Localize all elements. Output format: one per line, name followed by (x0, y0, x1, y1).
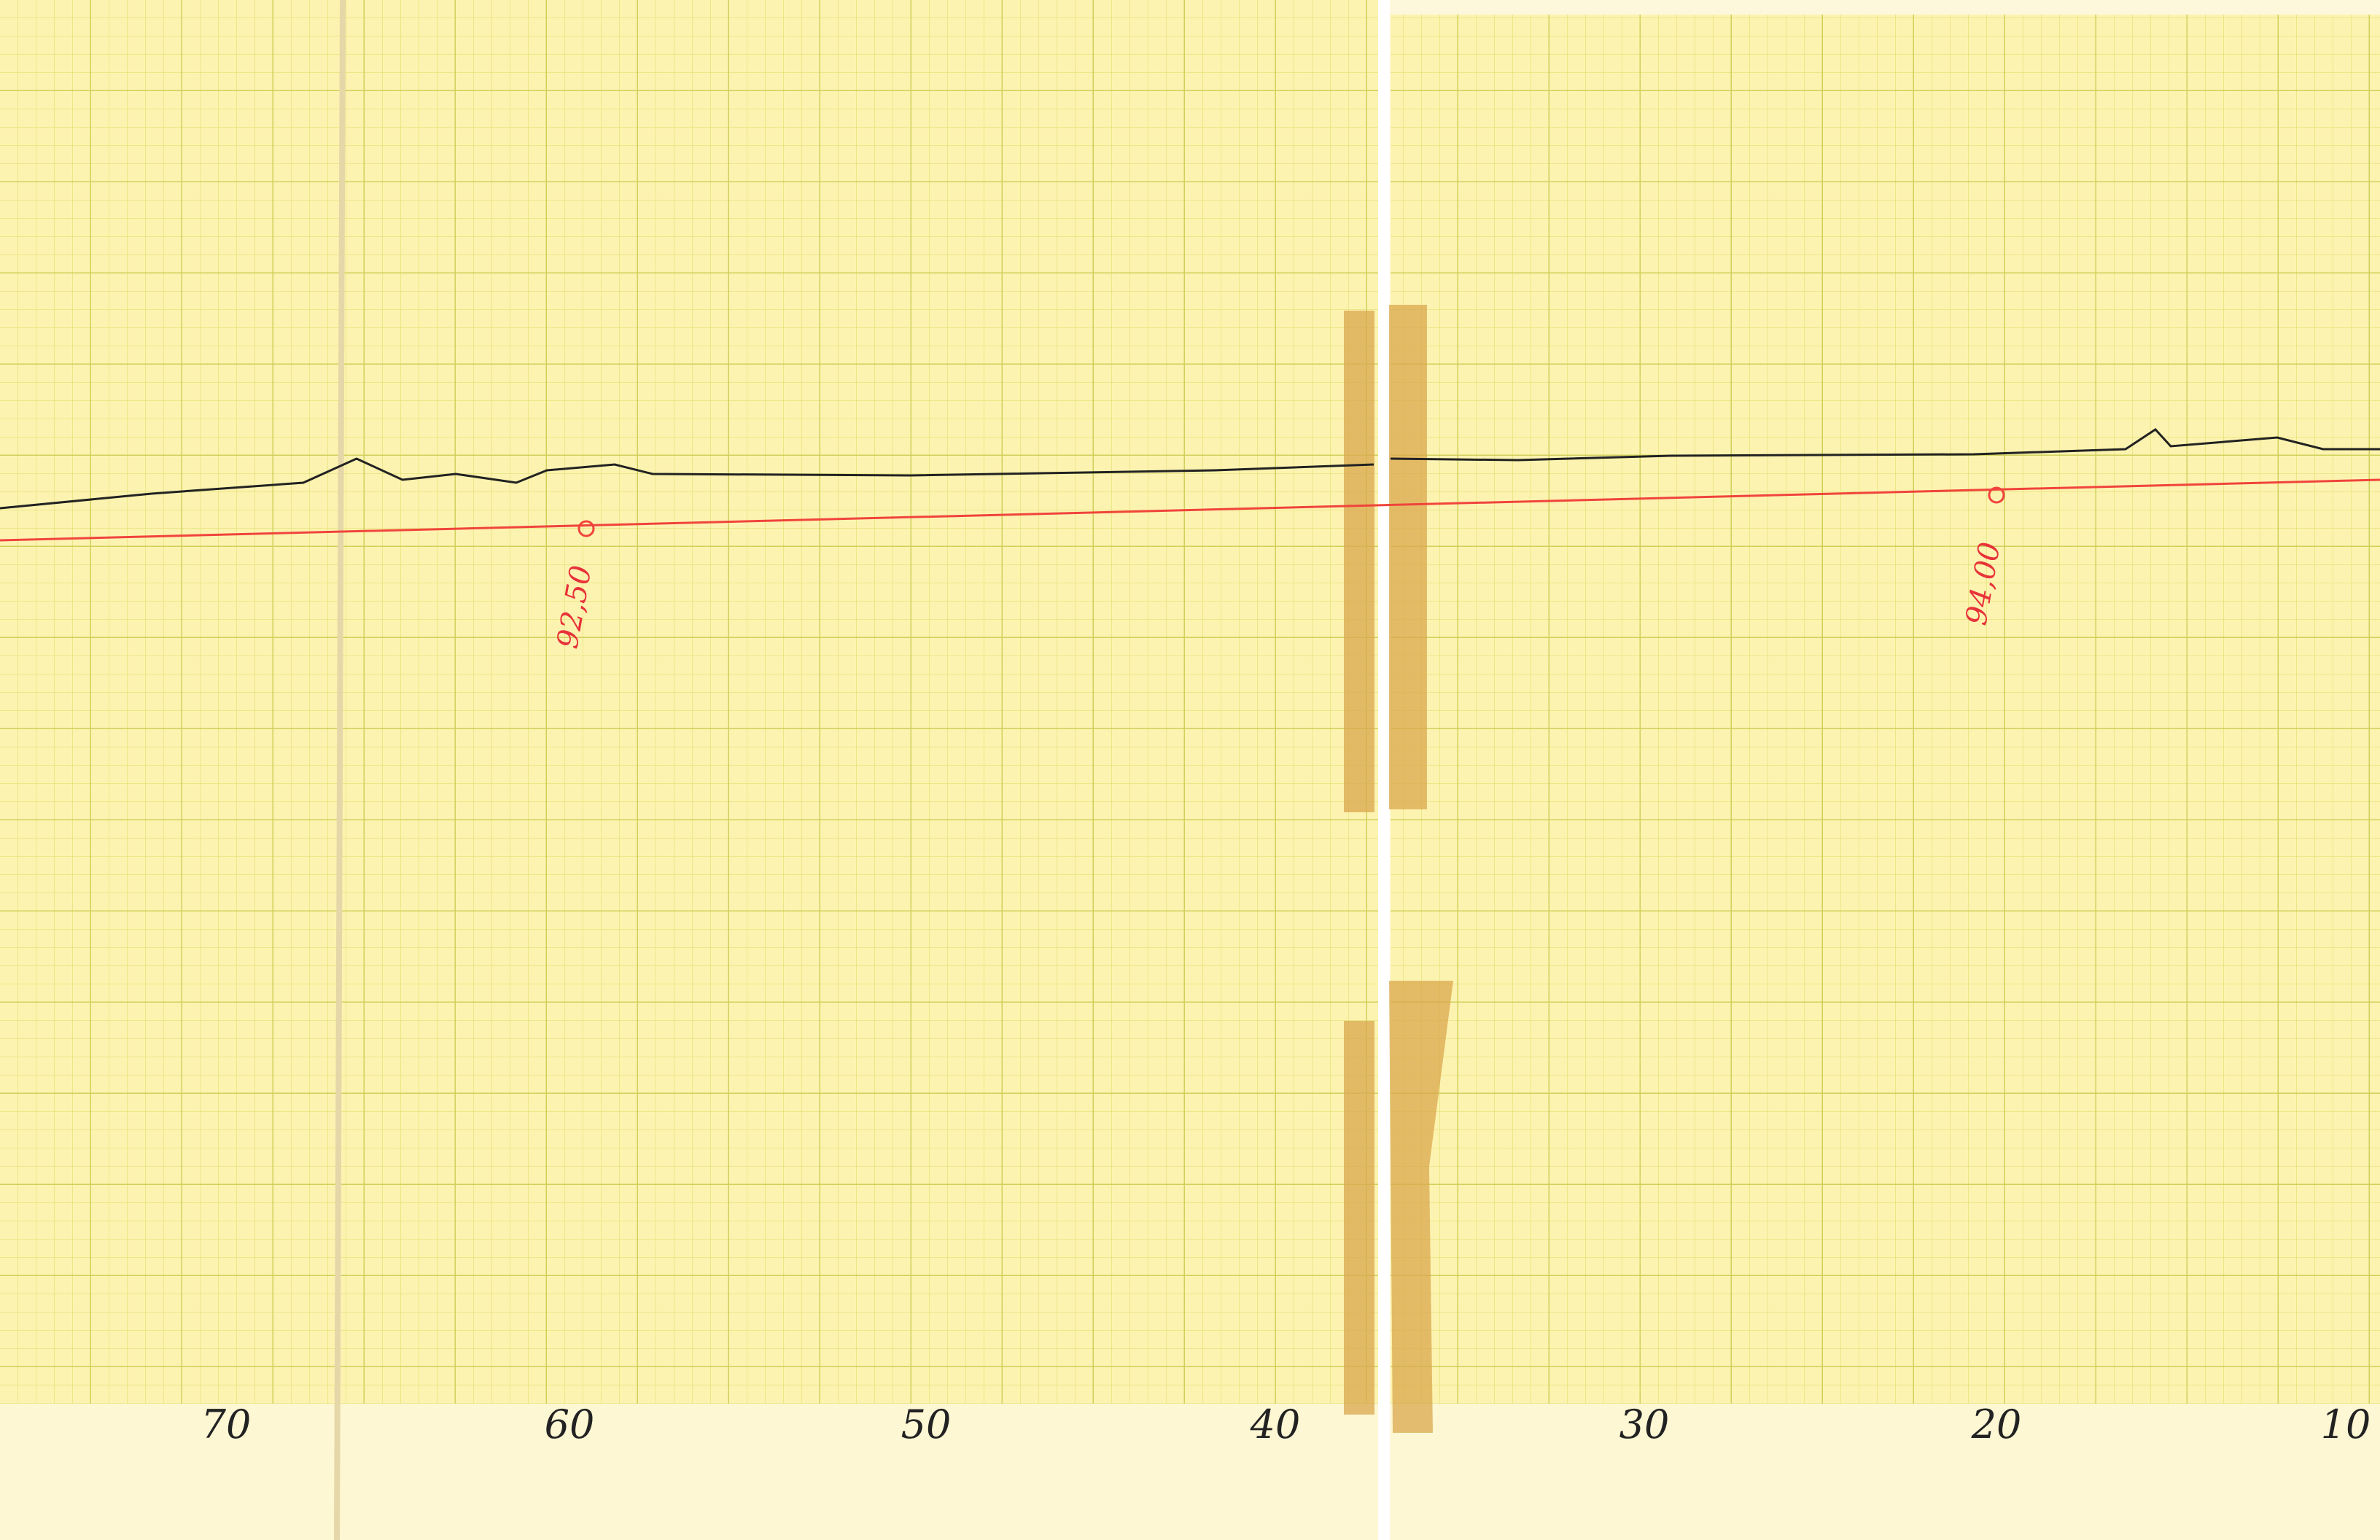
tape (1344, 305, 1453, 1433)
axis-label: 30 (1619, 1401, 1670, 1447)
axis-label: 50 (901, 1401, 952, 1447)
reference-point (1988, 486, 2005, 504)
axis-label: 10 (2321, 1401, 2371, 1447)
axis-label: 20 (1971, 1401, 2022, 1447)
left-sheet (0, 0, 1378, 1540)
axis-label: 40 (1250, 1401, 1301, 1447)
axis-label: 60 (545, 1401, 595, 1447)
axis-label: 70 (201, 1401, 252, 1447)
reference-line (0, 478, 2380, 542)
reference-point (578, 520, 595, 537)
profile-line (1390, 428, 2380, 462)
profile-line (0, 457, 1374, 510)
right-sheet (1391, 15, 2380, 1540)
